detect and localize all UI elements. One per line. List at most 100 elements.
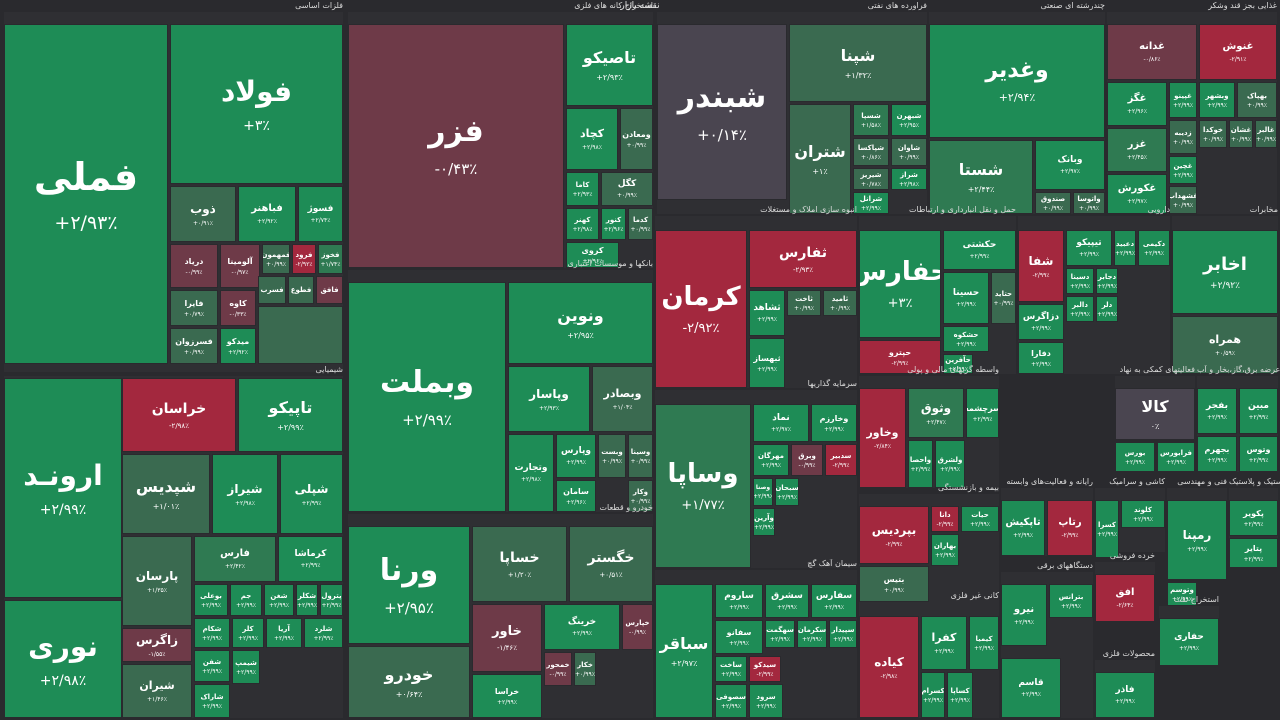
tile-1-9[interactable]: کروی +۲/۹۶٪ — [566, 242, 619, 268]
tile-6-8[interactable]: سامان +۲/۹۶٪ — [556, 480, 596, 512]
tile-9-7[interactable]: سبحان +۲/۹۹٪ — [775, 478, 799, 506]
tile-5-10[interactable]: زاگرس -۱/۵۵٪ — [122, 628, 192, 662]
tile-5-17[interactable]: شکام +۲/۹۹٪ — [194, 618, 230, 648]
tile-17-3[interactable]: حیات +۲/۹۹٪ — [961, 506, 999, 532]
tile-2-8[interactable]: شراز +۲/۹۸٪ — [891, 168, 927, 190]
tile-18-7[interactable]: سکرمان +۲/۹۹٪ — [797, 620, 827, 648]
tile-21-1[interactable]: کلوند +۲/۹۹٪ — [1121, 500, 1165, 528]
tile-7-1[interactable]: خساپا +۱/۲۰٪ — [472, 526, 567, 602]
tile-5-11[interactable]: شیران +۱/۴۶٪ — [122, 664, 192, 718]
tile-0-0[interactable]: فملی +۲/۹۳٪ — [4, 24, 168, 364]
tile-6-3[interactable]: وبصادر +۱/۰۴٪ — [592, 366, 653, 432]
tile-5-22[interactable]: شاراک +۲/۹۹٪ — [194, 684, 230, 718]
tile-10-6[interactable]: حآفرین +۲/۹۹٪ — [943, 354, 973, 374]
tile-2-7[interactable]: شیریز +۰/۷۸٪ — [853, 168, 889, 190]
tile-0-10[interactable]: فایرا +۰/۷۹٪ — [170, 290, 218, 326]
tile-19-1[interactable]: کفرا +۲/۹۹٪ — [921, 616, 967, 670]
tile-3-3[interactable]: صندوق +۰/۹۹٪ — [1035, 192, 1071, 214]
tile-5-13[interactable]: جم +۲/۹۹٪ — [230, 584, 262, 616]
tile-18-11[interactable]: سیدکو -۲/۹۹٪ — [749, 656, 781, 682]
tile-10-0[interactable]: حفارس +۳٪ — [859, 230, 941, 338]
tile-10-5[interactable]: حپترو -۲/۹۹٪ — [859, 340, 941, 374]
tile-18-3[interactable]: سفارس +۲/۹۹٪ — [811, 584, 857, 618]
tile-14-1[interactable]: بفجر +۲/۹۹٪ — [1197, 388, 1237, 434]
tile-2-6[interactable]: شاوان +۰/۹۹٪ — [891, 138, 927, 166]
tile-1-6[interactable]: کهنر +۲/۹۸٪ — [566, 208, 599, 240]
tile-4-8[interactable]: غچین +۲/۹۹٪ — [1169, 156, 1197, 184]
tile-6-5[interactable]: وپارس +۲/۹۹٪ — [556, 434, 596, 478]
tile-4-3[interactable]: غپینو +۲/۹۹٪ — [1169, 82, 1197, 118]
tile-5-16[interactable]: پترول +۲/۹۹٪ — [320, 584, 343, 616]
tile-5-9[interactable]: کرماشا +۲/۹۹٪ — [278, 536, 343, 582]
tile-4-7[interactable]: غکورش +۲/۹۷٪ — [1107, 174, 1167, 214]
tile-4-9[interactable]: غشهداب +۰/۹۹٪ — [1169, 186, 1197, 214]
tile-11-6[interactable]: دزاگرس +۲/۹۹٪ — [1018, 304, 1064, 340]
tile-1-8[interactable]: کدما +۰/۹۹٪ — [628, 208, 653, 240]
tile-9-0[interactable]: وساپا +۱/۷۷٪ — [655, 404, 751, 568]
tile-14-0[interactable]: مبین +۲/۹۹٪ — [1239, 388, 1278, 434]
tile-2-3[interactable]: شسپا +۱/۵۸٪ — [853, 104, 889, 136]
tile-5-1[interactable]: خراسان -۲/۹۸٪ — [122, 378, 236, 452]
tile-5-19[interactable]: آریا +۲/۹۹٪ — [266, 618, 302, 648]
tile-2-1[interactable]: شپنا +۱/۳۲٪ — [789, 24, 927, 102]
tile-18-8[interactable]: سپیدار +۲/۹۹٪ — [829, 620, 857, 648]
tile-9-1[interactable]: نماد +۲/۹۷٪ — [753, 404, 809, 442]
tile-11-1[interactable]: تیپیکو +۲/۹۹٪ — [1066, 230, 1112, 266]
tile-10-2[interactable]: حسینا +۲/۹۹٪ — [943, 272, 989, 324]
tile-22-0[interactable]: رمپنا +۲/۹۹٪ — [1167, 500, 1227, 580]
tile-8-1[interactable]: ثفارس -۲/۹۳٪ — [749, 230, 857, 288]
tile-11-2[interactable]: دعبید +۲/۹۹٪ — [1114, 230, 1136, 266]
tile-1-2[interactable]: کچاد +۲/۹۸٪ — [566, 108, 618, 170]
tile-9-6[interactable]: وصنا +۲/۹۹٪ — [753, 478, 773, 506]
tile-7-4[interactable]: خاور -۱/۴۶٪ — [472, 604, 542, 672]
tile-17-2[interactable]: دانا -۲/۹۹٪ — [931, 506, 959, 532]
tile-15-0[interactable]: وثوق +۲/۴۷٪ — [908, 388, 964, 438]
tile-0-7[interactable]: فمهمون +۰/۹۹٪ — [262, 244, 290, 274]
tile-11-5[interactable]: دجابر +۲/۹۹٪ — [1096, 268, 1118, 294]
tile-12-1[interactable]: همراه +۰/۵۹٪ — [1172, 316, 1278, 374]
tile-11-3[interactable]: دکیمی +۲/۹۹٪ — [1138, 230, 1170, 266]
tile-15-1[interactable]: وخاور -۲/۸۴٪ — [859, 388, 906, 488]
tile-2-0[interactable]: شبندر +۰/۱۴٪ — [657, 24, 787, 200]
tile-7-2[interactable]: خگستر +۰/۵۱٪ — [569, 526, 653, 602]
tile-7-0[interactable]: ورنا +۲/۹۵٪ — [348, 526, 470, 644]
tile-18-1[interactable]: ساروم +۲/۹۹٪ — [715, 584, 763, 618]
tile-0-8[interactable]: فرود -۲/۹۲٪ — [292, 244, 316, 274]
tile-19-4[interactable]: کساپا +۲/۹۹٪ — [947, 672, 973, 718]
tile-2-2[interactable]: شتران +۱٪ — [789, 104, 851, 214]
tile-5-2[interactable]: تاپیکو +۲/۹۹٪ — [238, 378, 343, 452]
tile-13-0[interactable]: کالا ۰٪ — [1115, 388, 1195, 440]
tile-0-3[interactable]: فباهنر +۲/۹۲٪ — [238, 186, 296, 242]
tile-5-4[interactable]: شیراز +۲/۹۸٪ — [212, 454, 278, 534]
tile-5-21[interactable]: شلرد +۲/۹۹٪ — [304, 618, 343, 648]
tile-1-5[interactable]: کگل +۰/۹۹٪ — [601, 172, 653, 206]
tile-1-7[interactable]: کنور +۲/۹۶٪ — [601, 208, 626, 240]
tile-14-2[interactable]: وتوس +۲/۹۹٪ — [1239, 436, 1278, 472]
tile-10-4[interactable]: حشکوه +۲/۹۹٪ — [943, 326, 989, 352]
tile-7-6[interactable]: خپارس -۰/۹۹٪ — [622, 604, 653, 650]
tile-0-16[interactable]: فافق — [316, 276, 343, 304]
tile-4-0[interactable]: غدانه -۰/۸۶٪ — [1107, 24, 1197, 80]
tile-13-1[interactable]: بورس +۲/۹۹٪ — [1115, 442, 1155, 472]
tile-4-13[interactable]: غالبر +۰/۹۹٪ — [1255, 120, 1277, 148]
tile-7-5[interactable]: خرینگ +۲/۹۹٪ — [544, 604, 620, 650]
tile-9-3[interactable]: مهرگان +۲/۹۹٪ — [753, 444, 789, 476]
tile-9-5[interactable]: سدبیر -۲/۹۹٪ — [825, 444, 857, 476]
tile-18-5[interactable]: سهگمت +۲/۹۹٪ — [765, 620, 795, 648]
tile-5-8[interactable]: فارس +۲/۴۲٪ — [194, 536, 276, 582]
tile-24-1[interactable]: بترانس +۲/۹۹٪ — [1049, 584, 1093, 618]
tile-5-20[interactable]: شفن +۲/۹۹٪ — [194, 650, 230, 682]
tile-1-0[interactable]: فزر -۰/۴۳٪ — [348, 24, 564, 268]
tile-11-8[interactable]: دالبر +۲/۹۹٪ — [1066, 296, 1094, 322]
tile-0-11[interactable]: کاوه -۰/۳۳٪ — [220, 290, 256, 326]
tile-6-0[interactable]: وبملت +۲/۹۹٪ — [348, 282, 506, 512]
tile-11-0[interactable]: شفا -۲/۹۹٪ — [1018, 230, 1064, 302]
tile-0-17[interactable] — [258, 306, 343, 364]
tile-19-3[interactable]: کسرام +۲/۹۹٪ — [921, 672, 945, 718]
tile-0-15[interactable]: فطوع — [288, 276, 314, 304]
tile-17-0[interactable]: بپردیس -۲/۹۹٪ — [859, 506, 929, 564]
tile-18-10[interactable]: سصوفی +۲/۹۹٪ — [715, 684, 747, 718]
tile-11-7[interactable]: دلر +۲/۹۹٪ — [1096, 296, 1118, 322]
tile-16-0[interactable]: رتاپ -۲/۹۹٪ — [1047, 500, 1093, 556]
tile-10-1[interactable]: حکشتی +۲/۹۹٪ — [943, 230, 1016, 270]
